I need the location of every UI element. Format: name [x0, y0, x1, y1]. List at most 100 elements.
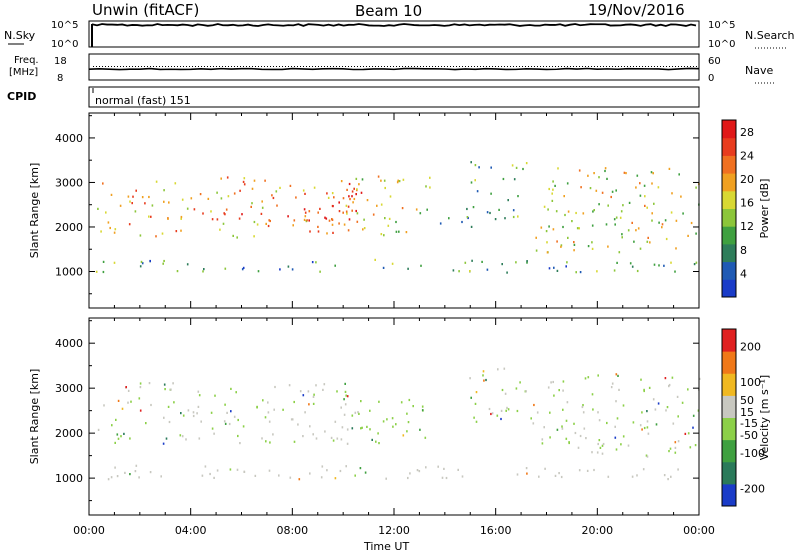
velocity-cell: [674, 441, 677, 444]
power-cell: [276, 204, 278, 207]
velocity-cell: [115, 418, 117, 421]
velocity-cell: [127, 401, 129, 404]
power-cell: [695, 232, 697, 235]
power-cell: [650, 171, 653, 174]
nave-point: [558, 66, 559, 67]
velocity-cell: [549, 436, 551, 439]
velocity-cell: [647, 432, 650, 435]
velocity-cell: [597, 374, 599, 377]
nave-point: [267, 66, 268, 67]
velocity-cell: [687, 432, 690, 435]
nave-point: [174, 66, 175, 67]
power-cell: [466, 216, 469, 219]
velocity-cell: [357, 411, 359, 414]
nave-point: [666, 66, 667, 67]
power-cell: [526, 260, 528, 263]
velocity-cell: [692, 426, 694, 429]
power-cell: [470, 225, 473, 228]
nave-point: [528, 66, 529, 67]
nave-point: [420, 66, 421, 67]
velocity-cell: [560, 475, 563, 479]
velocity-cell: [198, 394, 201, 397]
velocity-cell: [346, 442, 349, 445]
power-cell: [220, 177, 222, 180]
power-cell: [222, 222, 225, 225]
velocity-panel: 1000 2000 3000 4000 Slant Range [km] 200 100 50…: [28, 317, 771, 516]
velocity-cell: [553, 394, 555, 397]
power-cell: [425, 185, 427, 188]
velocity-cell: [179, 434, 182, 437]
power-cell: [139, 265, 142, 268]
power-cell: [582, 212, 585, 215]
power-cell: [362, 228, 364, 231]
velocity-cell: [668, 385, 670, 388]
velocity-cell: [645, 454, 648, 457]
velocity-cell: [254, 474, 257, 477]
power-cell: [241, 213, 243, 216]
nave-point: [480, 66, 481, 67]
velocity-cell: [354, 411, 357, 414]
power-cell: [324, 216, 326, 219]
nave-point: [321, 66, 322, 67]
power-cell: [566, 261, 568, 264]
velocity-cell: [640, 378, 642, 381]
power-cell: [384, 217, 386, 220]
velocity-cell: [599, 446, 602, 449]
velocity-cell: [165, 437, 168, 440]
power-cell: [338, 222, 340, 225]
nave-point: [561, 66, 562, 67]
power-cell: [621, 233, 623, 236]
power-colorbar-segment: [722, 261, 736, 280]
velocity-cell: [516, 409, 519, 413]
power-cell: [325, 217, 328, 220]
velocity-cell: [332, 439, 335, 442]
power-cell: [210, 210, 212, 213]
power-colorbar-segment: [722, 208, 736, 227]
power-cell: [554, 184, 556, 187]
time-axis-labels: 00:00 04:00 08:00 12:00 16:00 20:00 00:00: [73, 524, 715, 537]
power-cell: [348, 218, 351, 221]
power-ytick-label: 2000: [55, 221, 83, 234]
power-colorbar-segment: [722, 120, 736, 139]
power-cell: [376, 204, 378, 207]
power-cell: [242, 180, 245, 183]
power-cell: [661, 223, 664, 226]
velocity-cell: [114, 466, 116, 469]
velocity-cell: [543, 426, 545, 429]
nave-point: [162, 66, 163, 67]
power-cell: [236, 236, 238, 239]
nave-point: [456, 66, 457, 67]
velocity-cell: [334, 420, 337, 423]
velocity-cell: [242, 425, 245, 428]
velocity-cell: [290, 418, 293, 421]
nave-point: [423, 66, 424, 67]
nave-point: [393, 66, 394, 67]
nave-point: [348, 66, 349, 67]
nave-point: [594, 66, 595, 67]
velocity-cell: [256, 406, 258, 409]
power-cell: [636, 174, 639, 177]
power-cell: [647, 236, 649, 239]
velocity-cell: [213, 476, 215, 479]
power-cell: [616, 261, 618, 264]
power-cell: [383, 234, 385, 237]
power-cell: [332, 231, 334, 234]
power-cell: [224, 213, 226, 216]
velocity-cell: [618, 388, 620, 391]
power-cell: [251, 202, 253, 205]
nave-point: [315, 66, 316, 67]
nave-point: [654, 66, 655, 67]
velocity-colorbar-segment: [722, 329, 736, 352]
nsky-line: [91, 23, 697, 27]
nave-point: [459, 66, 460, 67]
velocity-cell: [200, 420, 202, 423]
velocity-cell: [268, 420, 271, 423]
power-cell: [347, 205, 350, 208]
velocity-cell: [139, 386, 142, 389]
power-cell: [226, 176, 229, 179]
power-cell: [348, 195, 350, 198]
x-tick-label: 16:00: [480, 524, 512, 537]
nave-point: [498, 66, 499, 67]
power-cell: [334, 264, 336, 267]
velocity-cell: [351, 414, 354, 417]
